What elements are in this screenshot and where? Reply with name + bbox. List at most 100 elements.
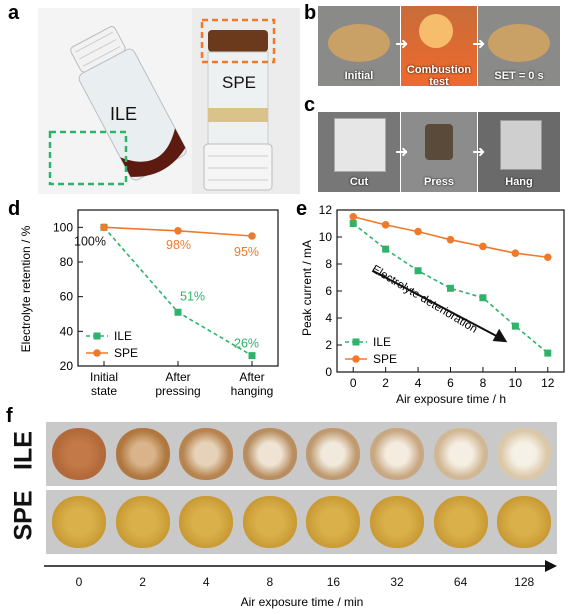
d-data-label: 95% [234,245,259,259]
e-legend-ile-marker [352,338,360,346]
ile-sample [370,428,424,480]
panel-a-photo: ILE SPE [38,8,300,194]
panel-label-a: a [8,2,20,24]
d-y-tick-label: 40 [60,324,74,338]
d-point-spe [174,227,182,235]
spe-sample [433,496,488,548]
d-data-label: 51% [180,289,205,303]
chart-e: Peak current / mA Air exposure time / h … [300,203,565,406]
d-y-tick-label: 100 [53,220,73,234]
d-legend-spe-marker [93,349,101,357]
e-y-tick-label: 4 [325,311,332,325]
e-y-tick-label: 2 [325,338,332,352]
d-y-tick-label: 80 [60,255,74,269]
ile-sample [179,428,234,480]
ile-sample [497,428,552,480]
ile-sample [52,428,106,480]
d-y-tick-label: 60 [60,290,74,304]
e-point-spe [479,242,487,251]
spe-sample [497,496,552,548]
ile-highlight-box [48,130,128,186]
f-tick-label: 0 [75,575,83,589]
d-x-tick-label: After [239,370,264,384]
b-step-set: SET = 0 s [494,70,544,82]
e-point-ile [447,284,454,292]
d-y-tick-label: 20 [60,359,74,373]
e-point-spe [414,227,422,236]
e-y-axis-label: Peak current / mA [300,240,314,336]
e-legend-spe-label: SPE [373,352,397,366]
d-point-ile [248,352,256,360]
d-data-label: 100% [74,234,106,248]
e-y-tick-label: 12 [319,203,333,217]
arrow-right-icon: ➜ [472,36,486,53]
panel-label-b: b [304,2,317,24]
f-tick-label: 32 [390,575,404,589]
spe-sample [242,496,297,548]
d-x-tick-label: After [165,370,190,384]
e-point-spe [543,253,552,262]
e-x-tick-label: 0 [350,376,357,390]
d-x-tick-label: Initial [90,370,118,384]
d-data-label: 98% [166,238,191,252]
e-x-tick-label: 8 [480,376,487,390]
d-x-tick-label: hanging [231,384,274,398]
d-data-label: 26% [234,337,259,351]
e-x-tick-label: 10 [509,376,523,390]
f-tick-label: 8 [266,575,274,589]
e-point-ile [382,245,390,253]
d-legend-ile-label: ILE [114,329,132,343]
e-y-tick-label: 10 [319,230,333,244]
photo-b-combustion [401,6,477,86]
photo-b-set [478,6,560,86]
photo-c-cut [318,112,400,192]
f-tick-label: 64 [453,575,468,589]
ile-sample [433,428,488,480]
e-y-tick-label: 6 [325,284,332,298]
arrow-right-icon: ➜ [395,36,409,53]
spe-sample [370,496,424,548]
f-tick-label: 4 [202,575,210,589]
e-deterioration-arrow [372,269,502,340]
spe-highlight-box [200,18,276,64]
e-point-spe [349,212,358,221]
spe-sample [115,496,170,548]
f-x-axis-label: Air exposure time / min [241,595,364,609]
d-point-ile [174,308,182,316]
d-x-tick-label: state [91,384,117,398]
arrow-right-icon: ➜ [472,144,486,161]
c-step-press: Press [424,176,454,188]
e-y-tick-label: 8 [325,257,332,271]
spe-sample [52,496,106,548]
ile-vial [70,26,187,181]
photo-c-press [401,112,477,192]
f-row-label-ile: ILE [9,431,38,470]
d-y-axis-label: Electrolyte retention / % [19,225,33,352]
axis-arrow-icon [545,560,557,572]
panel-label-d: d [8,198,21,220]
e-x-tick-label: 12 [541,376,555,390]
photo-b-initial [318,6,400,86]
arrow-right-icon: ➜ [395,144,409,161]
spe-vial-label: SPE [222,73,256,92]
d-point-spe [100,223,108,232]
ile-sample [242,428,297,480]
ile-sample [115,428,170,480]
b-step-combustion: Combustion test [406,64,472,88]
chart-d: Electrolyte retention / % 20 40 60 80 100 Ini… [19,209,279,398]
e-point-ile [349,220,357,227]
photo-c-hang [478,112,560,192]
panel-label-f: f [6,405,13,427]
spe-vial-top [208,30,268,52]
ile-sample [306,428,361,480]
e-legend-spe-marker [352,355,360,363]
arrow-head-icon [492,328,508,343]
panel-label-c: c [304,94,316,116]
f-tick-label: 128 [514,575,535,589]
e-point-spe [511,249,520,257]
c-step-cut: Cut [349,176,369,188]
spe-sample [306,496,361,548]
d-legend-spe-label: SPE [114,346,138,360]
e-x-tick-label: 2 [382,376,389,390]
e-point-ile [414,267,422,275]
